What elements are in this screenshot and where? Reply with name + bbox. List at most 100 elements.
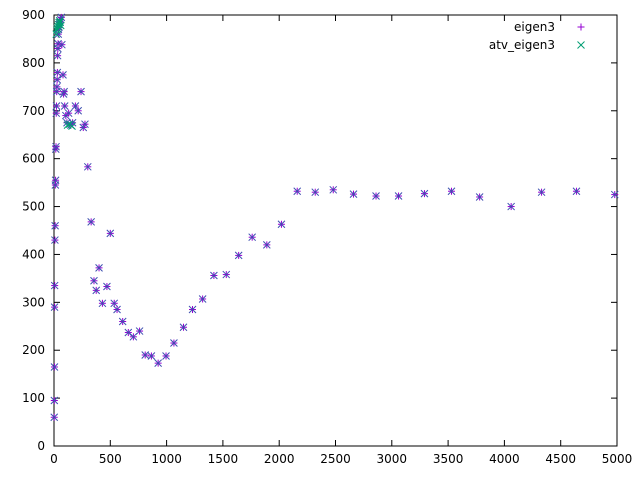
data-point-eigen3-overlay <box>141 351 150 359</box>
marker-stroke <box>52 102 61 110</box>
y-tick-label: 600 <box>22 152 45 166</box>
marker-stroke <box>87 218 96 226</box>
data-point-eigen3-overlay <box>50 281 59 290</box>
data-point-eigen3-overlay <box>52 102 61 110</box>
data-point-eigen3-overlay <box>162 352 170 360</box>
data-point-eigen3-overlay <box>95 263 103 272</box>
plot-frame <box>53 14 618 447</box>
marker-stroke <box>179 323 188 332</box>
data-point-eigen3-overlay <box>110 299 119 308</box>
marker-stroke <box>50 363 59 371</box>
marker-stroke <box>537 188 546 197</box>
data-point-eigen3-overlay <box>210 271 218 280</box>
data-point-eigen3-overlay <box>51 236 59 244</box>
marker-stroke <box>394 192 403 200</box>
marker-stroke <box>118 317 127 326</box>
data-point-eigen3-overlay <box>372 192 380 200</box>
data-point-eigen3-overlay <box>293 187 302 196</box>
marker-stroke <box>188 305 197 314</box>
data-point-eigen3-overlay <box>248 233 257 242</box>
x-tick-label: 0 <box>50 452 58 466</box>
data-point-eigen3-overlay <box>311 188 320 197</box>
marker-stroke <box>277 220 286 229</box>
legend-label-atv-eigen3: atv_eigen3 <box>489 38 555 52</box>
marker-stroke <box>577 41 585 49</box>
x-tick-label: 1000 <box>151 452 182 466</box>
marker-stroke <box>56 18 65 27</box>
marker-stroke <box>293 187 302 196</box>
data-point-eigen3-overlay <box>447 187 456 196</box>
y-tick-label: 0 <box>37 439 45 453</box>
marker-stroke <box>475 193 484 201</box>
axis-ticks: 0 500 1000 1500 2000 2500 3000 3500 4000 4500 5000… <box>22 8 632 466</box>
data-point-eigen3-overlay <box>50 363 59 371</box>
marker-stroke <box>210 271 218 280</box>
data-point-eigen3-overlay <box>113 305 121 314</box>
marker-stroke <box>113 305 121 314</box>
y-tick-label: 900 <box>22 8 45 22</box>
x-tick-label: 500 <box>99 452 122 466</box>
data-point-eigen3-overlay <box>188 305 197 314</box>
marker-stroke <box>83 162 92 171</box>
marker-stroke <box>50 413 59 422</box>
data-point-eigen3-overlay <box>50 303 59 311</box>
marker-stroke <box>58 40 66 49</box>
marker-stroke <box>51 236 59 244</box>
marker-stroke <box>372 192 380 200</box>
data-point-atv-eigen3 <box>56 21 65 30</box>
marker-stroke <box>262 241 271 249</box>
marker-stroke <box>572 187 581 196</box>
data-point-eigen3-overlay <box>51 221 59 230</box>
marker-stroke <box>51 221 59 230</box>
data-point-eigen3-overlay <box>135 327 144 335</box>
data-point-eigen3-overlay <box>610 190 619 199</box>
marker-stroke <box>53 68 62 77</box>
data-point-eigen3-overlay <box>277 220 286 229</box>
marker-stroke <box>222 270 231 279</box>
marker-stroke <box>77 87 85 96</box>
marker-stroke <box>55 16 64 25</box>
marker-stroke <box>124 328 133 337</box>
data-point-eigen3-overlay <box>90 276 98 285</box>
y-tick-label: 100 <box>22 391 45 405</box>
data-point-atv-eigen3 <box>68 122 76 130</box>
data-point-eigen3-overlay <box>59 71 67 79</box>
data-point-eigen3-overlay <box>170 339 178 347</box>
y-tick-label: 500 <box>22 200 45 214</box>
marker-stroke <box>103 282 111 291</box>
data-point-eigen3-overlay <box>179 323 188 332</box>
data-point-atv-eigen3 <box>63 121 72 129</box>
marker-stroke <box>311 188 320 197</box>
marker-stroke <box>63 121 72 129</box>
data-point-eigen3-overlay <box>60 102 69 110</box>
marker-stroke <box>610 190 619 199</box>
x-tick-label: 3000 <box>377 452 408 466</box>
data-point-eigen3-overlay <box>103 282 111 291</box>
data-point-eigen3-overlay <box>154 359 163 368</box>
data-point-eigen3-overlay <box>98 299 107 308</box>
marker-stroke <box>64 109 73 118</box>
data-point-eigen3-overlay <box>572 187 581 196</box>
marker-stroke <box>52 142 60 151</box>
marker-stroke <box>234 251 243 260</box>
data-point-eigen3-overlay <box>64 109 73 118</box>
marker-stroke <box>51 176 60 185</box>
marker-stroke <box>141 351 150 359</box>
data-point-eigen3-overlay <box>394 192 403 200</box>
data-point-eigen3-overlay <box>50 413 59 422</box>
data-point-eigen3-overlay <box>147 352 156 360</box>
data-point-eigen3-overlay <box>420 189 429 198</box>
data-point-eigen3-overlay <box>83 162 92 171</box>
data-point-eigen3-overlay <box>53 82 61 91</box>
data-point-eigen3-overlay <box>349 190 358 198</box>
data-point-eigen3-overlay <box>53 75 62 84</box>
marker-stroke <box>147 352 156 360</box>
marker-stroke <box>81 120 89 129</box>
marker-stroke <box>50 281 59 290</box>
marker-stroke <box>71 102 80 110</box>
marker-stroke <box>507 202 516 211</box>
marker-stroke <box>60 87 68 96</box>
data-point-eigen3-overlay <box>106 229 115 238</box>
marker-stroke <box>329 185 338 194</box>
x-tick-label: 3500 <box>433 452 464 466</box>
